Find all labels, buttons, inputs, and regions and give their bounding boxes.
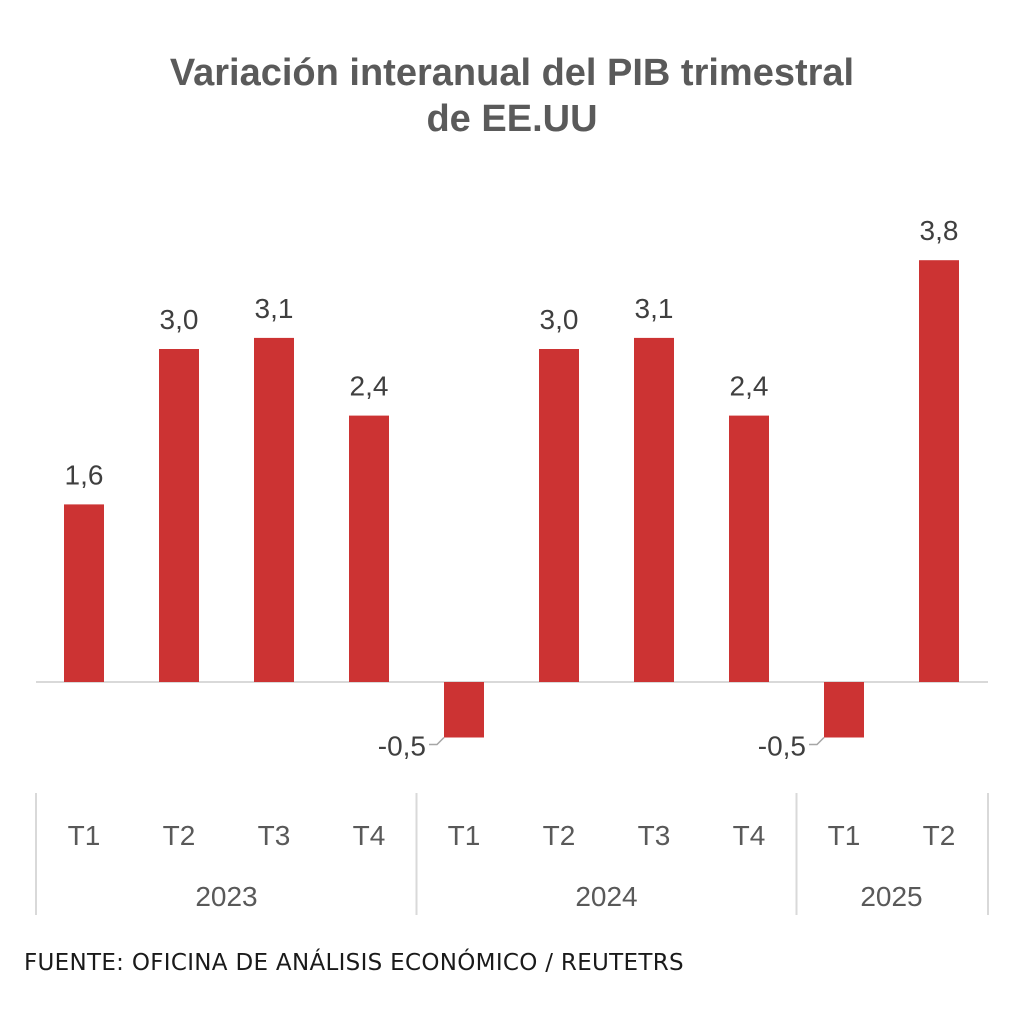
bar	[539, 349, 579, 682]
bar	[634, 337, 674, 682]
data-label: 2,4	[730, 371, 769, 402]
category-tick-label: T4	[353, 820, 386, 851]
data-label: 3,8	[920, 215, 959, 246]
group-label: 2024	[575, 881, 637, 912]
data-label: 3,0	[160, 304, 199, 335]
chart-title: Variación interanual del PIB trimestral …	[0, 50, 1024, 142]
data-label: -0,5	[758, 731, 806, 762]
bar	[729, 415, 769, 682]
category-tick-label: T2	[543, 820, 576, 851]
data-label: 3,1	[255, 293, 294, 324]
category-tick-label: T1	[448, 820, 481, 851]
data-label: 3,0	[540, 304, 579, 335]
chart-title-line-2: de EE.UU	[426, 98, 598, 140]
data-label-leader	[429, 736, 445, 746]
category-tick-label: T1	[828, 820, 861, 851]
bar	[824, 682, 864, 738]
data-label-leader	[809, 736, 825, 746]
bar	[159, 349, 199, 682]
category-tick-label: T3	[258, 820, 291, 851]
chart-title-line-1: Variación interanual del PIB trimestral	[169, 52, 855, 94]
bar	[349, 415, 389, 682]
group-label: 2025	[860, 881, 922, 912]
source-note: FUENTE: OFICINA DE ANÁLISIS ECONÓMICO / …	[24, 950, 684, 976]
bar	[254, 337, 294, 682]
data-label: 2,4	[350, 371, 389, 402]
category-tick-label: T1	[68, 820, 101, 851]
bar	[919, 260, 959, 682]
category-tick-label: T4	[733, 820, 766, 851]
data-label: 1,6	[65, 459, 104, 490]
group-label: 2023	[195, 881, 257, 912]
data-label: 3,1	[635, 293, 674, 324]
category-tick-label: T3	[638, 820, 671, 851]
bar	[444, 682, 484, 738]
category-tick-label: T2	[923, 820, 956, 851]
bar	[64, 504, 104, 682]
data-label: -0,5	[378, 731, 426, 762]
category-tick-label: T2	[163, 820, 196, 851]
